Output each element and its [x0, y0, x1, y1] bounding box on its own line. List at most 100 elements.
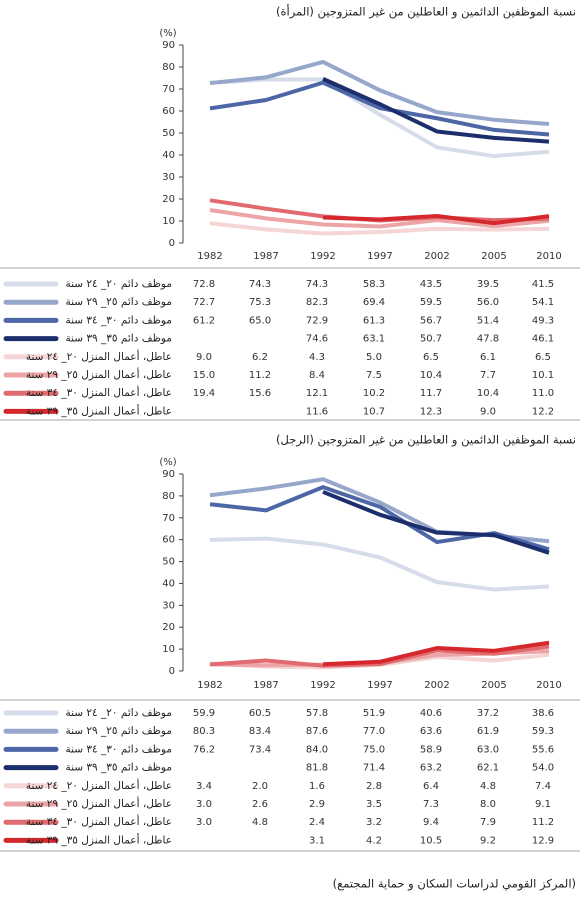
legend-label: موظف دائم ٣٠_ ٣٤ سنة: [65, 314, 172, 326]
table-value: 11.2: [532, 817, 554, 828]
y-tick-label: 50: [162, 557, 175, 568]
y-tick-label: 60: [162, 535, 175, 546]
table-value: 54.1: [532, 297, 554, 308]
table-value: 19.4: [193, 388, 215, 399]
y-tick-label: 0: [169, 666, 175, 677]
table-value: 63.2: [420, 763, 442, 774]
x-tick-label: 1982: [197, 680, 222, 691]
table-value: 75.3: [249, 297, 271, 308]
legend-label: عاطل، أعمال المنزل ٢٥_ ٢٩ سنة: [26, 367, 172, 381]
chart-title: نسبة الموظفين الدائمين و العاطلين من غير…: [276, 4, 576, 20]
table-value: 15.6: [249, 388, 271, 399]
table-value: 72.8: [193, 279, 215, 290]
table-value: 9.1: [535, 799, 551, 810]
table-value: 56.0: [477, 297, 499, 308]
table-value: 75.0: [363, 744, 385, 755]
table-value: 6.5: [423, 352, 439, 363]
table-value: 9.2: [480, 835, 496, 846]
table-value: 9.4: [423, 817, 439, 828]
table-value: 7.4: [535, 781, 551, 792]
table-value: 11.0: [532, 388, 554, 399]
series-line: [209, 536, 550, 592]
table-value: 7.5: [366, 370, 382, 381]
table-value: 37.2: [477, 708, 499, 719]
table-value: 12.1: [306, 388, 328, 399]
table-value: 9.0: [196, 352, 212, 363]
table-value: 10.5: [420, 835, 442, 846]
x-tick-label: 1997: [367, 680, 392, 691]
table-value: 6.2: [252, 352, 268, 363]
table-value: 69.4: [363, 297, 385, 308]
y-tick-label: 20: [162, 194, 175, 205]
table-value: 2.8: [366, 781, 382, 792]
legend-label: موظف دائم ٣٥_ ٣٩ سنة: [65, 333, 172, 345]
table-value: 71.4: [363, 763, 385, 774]
series-line: [209, 59, 550, 126]
table-value: 83.4: [249, 726, 271, 737]
y-tick-label: 40: [162, 578, 175, 589]
series-line: [209, 208, 550, 229]
x-tick-label: 1987: [253, 680, 278, 691]
series-line: [322, 77, 550, 144]
y-tick-label: 20: [162, 622, 175, 633]
table-value: 65.0: [249, 315, 271, 326]
y-tick-label: 30: [162, 172, 175, 183]
table-value: 59.5: [420, 297, 442, 308]
series-line: [322, 490, 550, 555]
table-value: 56.7: [420, 315, 442, 326]
table-value: 50.7: [420, 334, 442, 345]
y-tick-label: 10: [162, 216, 175, 227]
table-value: 4.8: [480, 781, 496, 792]
y-tick-label: 50: [162, 128, 175, 139]
x-tick-label: 2005: [481, 680, 506, 691]
table-value: 57.8: [306, 708, 328, 719]
table-value: 63.6: [420, 726, 442, 737]
table-value: 3.0: [196, 817, 212, 828]
table-value: 84.0: [306, 744, 328, 755]
source-note: (المركز القومي لدراسات السكان و حماية ال…: [333, 877, 576, 892]
x-tick-label: 2005: [481, 251, 506, 262]
table-value: 1.6: [309, 781, 325, 792]
table-value: 7.3: [423, 799, 439, 810]
table-value: 49.3: [532, 315, 554, 326]
table-value: 62.1: [477, 763, 499, 774]
table-value: 81.8: [306, 763, 328, 774]
table-value: 61.2: [193, 315, 215, 326]
table-value: 39.5: [477, 279, 499, 290]
y-unit: (%): [159, 28, 176, 39]
chart-title: نسبة الموظفين الدائمين و العاطلين من غير…: [276, 433, 576, 448]
table-value: 4.8: [252, 817, 268, 828]
series-line: [209, 80, 550, 137]
y-tick-label: 90: [162, 469, 175, 480]
y-tick-label: 40: [162, 150, 175, 161]
y-tick-label: 30: [162, 600, 175, 611]
table-value: 72.9: [306, 315, 328, 326]
table-value: 3.0: [196, 799, 212, 810]
table-value: 2.4: [309, 817, 325, 828]
table-value: 2.0: [252, 781, 268, 792]
table-value: 12.9: [532, 835, 554, 846]
table-value: 11.7: [420, 388, 442, 399]
table-value: 63.0: [477, 744, 499, 755]
table-value: 87.6: [306, 726, 328, 737]
legend-label: عاطل، أعمال المنزل ٣٥_ ٣٩ سنة: [26, 832, 172, 846]
x-tick-label: 2002: [424, 680, 449, 691]
table-value: 10.4: [477, 388, 499, 399]
table-value: 58.9: [420, 744, 442, 755]
y-tick-label: 80: [162, 491, 175, 502]
series-line: [209, 77, 550, 159]
table-value: 74.6: [306, 334, 328, 345]
y-tick-label: 80: [162, 62, 175, 73]
legend-label: عاطل، أعمال المنزل ٣٠_ ٣٤ سنة: [26, 814, 172, 828]
table-value: 4.3: [309, 352, 325, 363]
table-value: 43.5: [420, 279, 442, 290]
table-value: 3.4: [196, 781, 212, 792]
legend-label: عاطل، أعمال المنزل ٣٥_ ٣٩ سنة: [26, 403, 172, 417]
y-tick-label: 70: [162, 513, 175, 524]
table-value: 3.2: [366, 817, 382, 828]
legend-label: عاطل، أعمال المنزل ٢٠_ ٢٤ سنة: [26, 349, 172, 363]
table-value: 63.1: [363, 334, 385, 345]
legend-label: موظف دائم ٢٥_ ٢٩ سنة: [65, 296, 172, 308]
legend-label: موظف دائم ٢٠_ ٢٤ سنة: [65, 707, 172, 719]
x-tick-label: 2002: [424, 251, 449, 262]
